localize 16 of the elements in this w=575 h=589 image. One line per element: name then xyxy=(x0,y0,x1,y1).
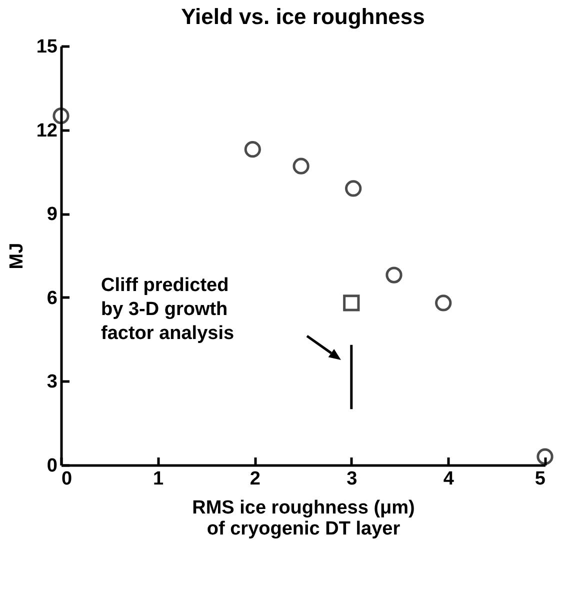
x-tick-label: 4 xyxy=(443,468,454,490)
y-tick-label: 0 xyxy=(46,456,58,476)
x-tick-label: 2 xyxy=(250,468,260,490)
annotation: Cliff predicted by 3-D growth factor analysis xyxy=(101,275,234,344)
y-tick-label: 3 xyxy=(46,372,58,393)
x-tick-label: 0 xyxy=(62,468,72,490)
y-tick-label: 6 xyxy=(46,288,58,309)
y-tick-label: 9 xyxy=(46,204,58,226)
x-tick-label: 1 xyxy=(153,468,164,490)
chart-title: Yield vs. ice roughness xyxy=(181,4,425,29)
x-tick-label: 5 xyxy=(534,468,546,490)
y-tick-label: 12 xyxy=(36,120,58,142)
x-axis-title: RMS ice roughness (μm) of cryogenic DT layer xyxy=(192,498,415,540)
x-tick-label: 3 xyxy=(346,468,358,490)
y-tick-label: 15 xyxy=(36,36,58,58)
y-axis-title: MJ xyxy=(6,242,28,270)
